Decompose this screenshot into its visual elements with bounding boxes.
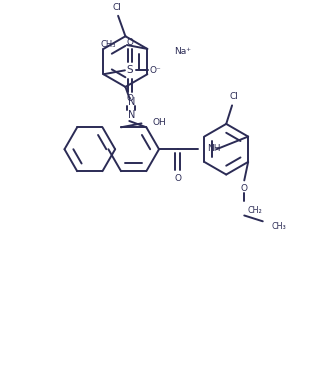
Text: O: O xyxy=(241,184,248,193)
Text: O: O xyxy=(174,174,181,183)
Text: S: S xyxy=(126,65,133,75)
Text: OH: OH xyxy=(152,118,166,127)
Text: CH₃: CH₃ xyxy=(101,39,116,48)
Text: O: O xyxy=(126,93,133,102)
Text: N: N xyxy=(128,110,135,120)
Text: N: N xyxy=(128,97,135,106)
Text: CH₃: CH₃ xyxy=(271,222,286,231)
Text: O⁻: O⁻ xyxy=(149,66,161,75)
Text: Na⁺: Na⁺ xyxy=(174,47,191,56)
Text: Cl: Cl xyxy=(230,92,238,101)
Text: Cl: Cl xyxy=(113,2,122,11)
Text: NH: NH xyxy=(207,144,220,153)
Text: O: O xyxy=(126,38,133,47)
Text: CH₂: CH₂ xyxy=(247,206,262,215)
